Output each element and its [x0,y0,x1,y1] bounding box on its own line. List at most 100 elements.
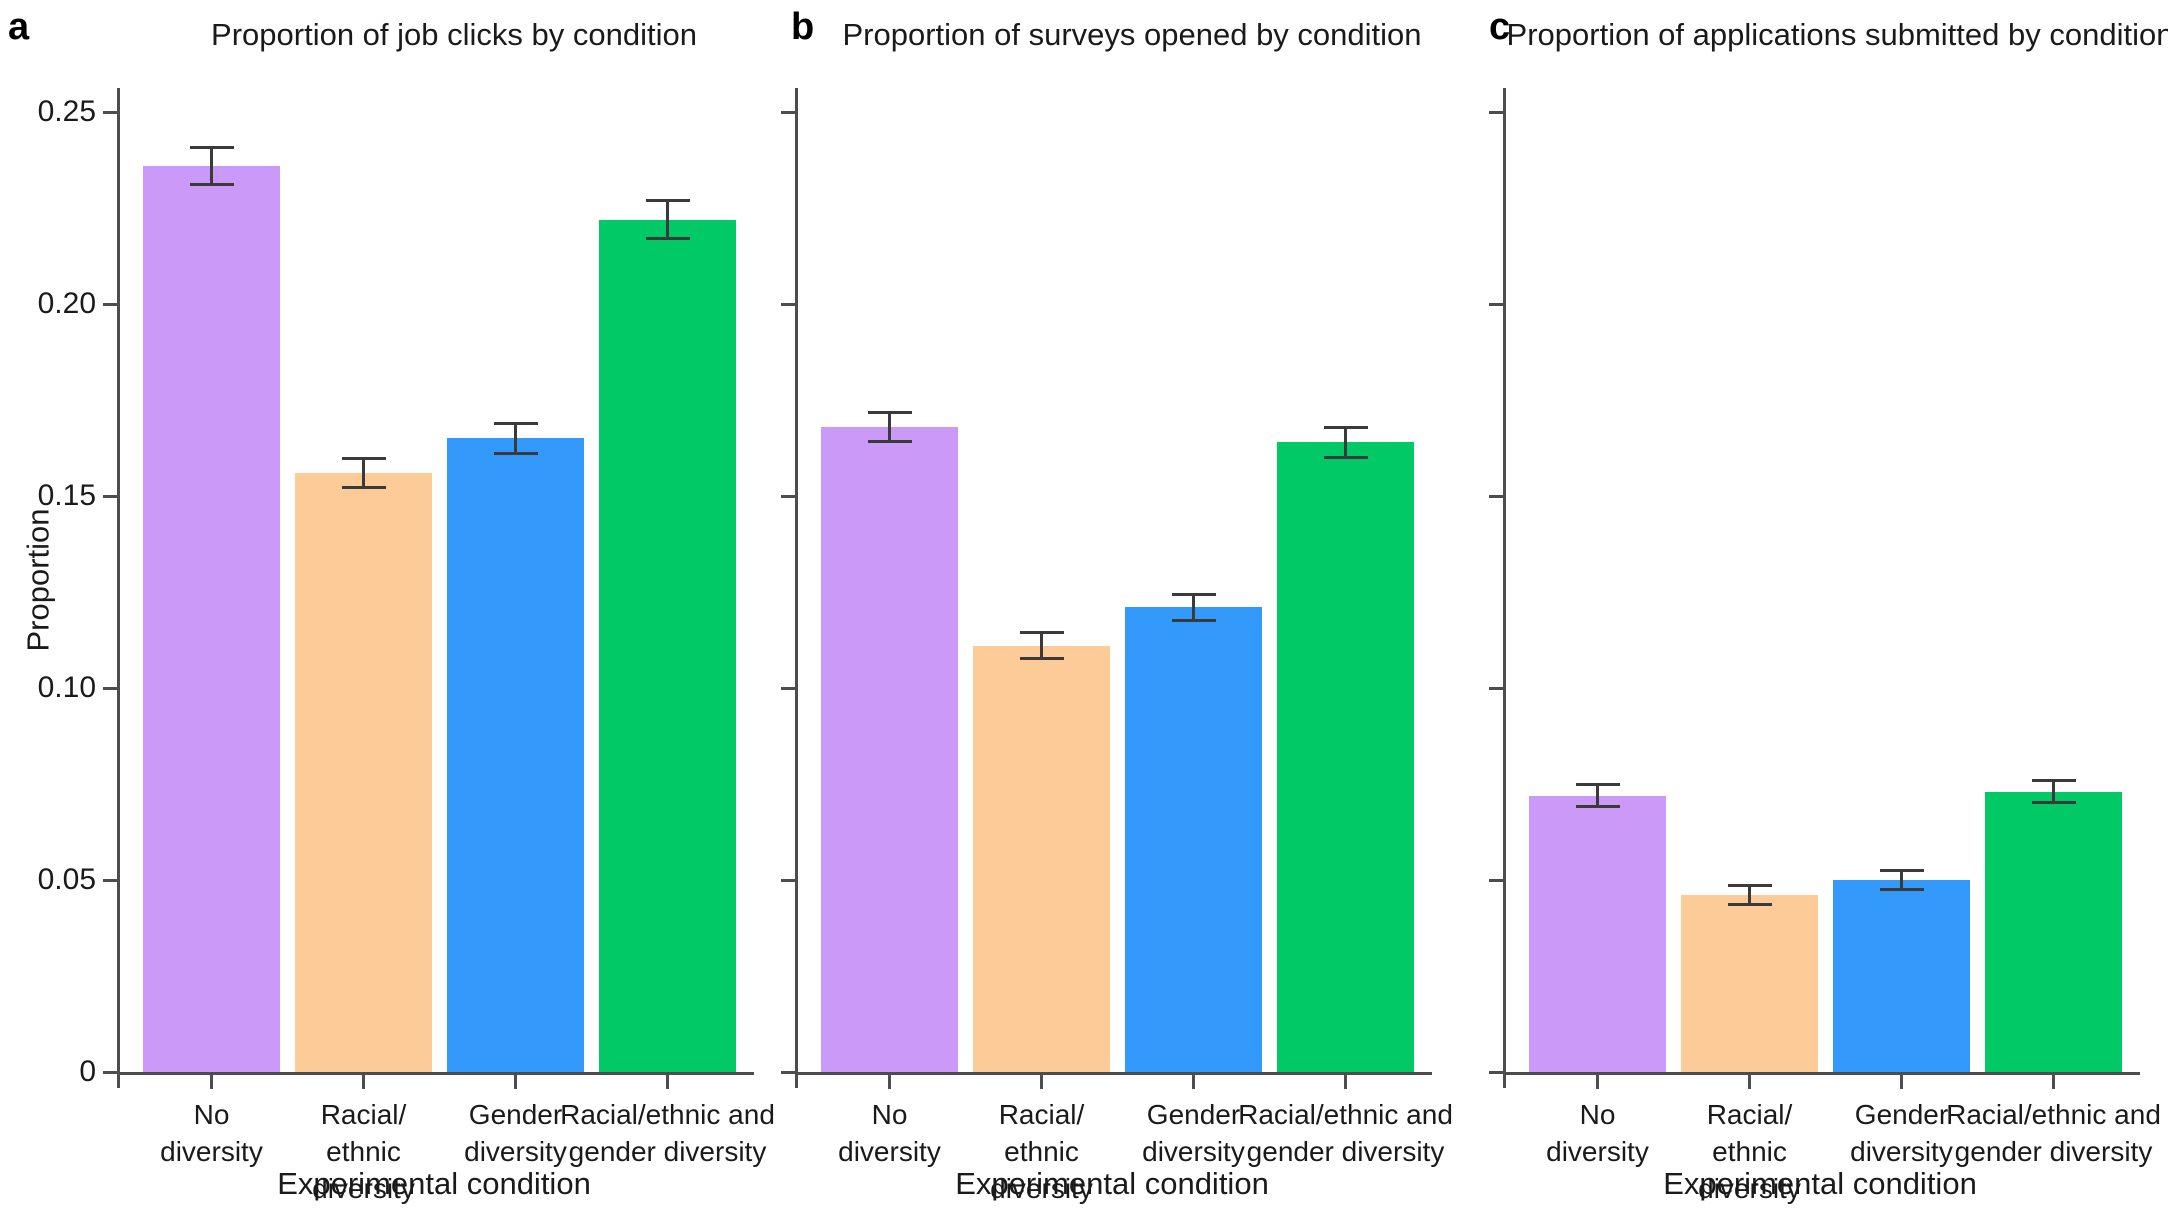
y-tick [1489,879,1503,882]
x-tick-label-line: gender diversity [1246,1136,1445,1167]
x-tick-label-line: diversity [1546,1136,1649,1167]
x-axis-title: Experimental condition [277,1166,591,1201]
x-axis-title: Experimental condition [955,1166,1269,1201]
x-axis-title: Experimental condition [1663,1166,1977,1201]
x-tick-label-line: diversity [160,1136,263,1167]
error-bar-cap [1171,592,1216,596]
error-bar-cap [341,456,386,460]
x-tick-label-line: diversity [312,1173,415,1204]
x-tick-label: Racial/ethnic and gender diversity [1919,1096,2168,1170]
error-bar-cap [645,236,690,240]
bar [1529,795,1666,1072]
bar [973,645,1110,1072]
panel-letter: b [791,6,815,48]
y-axis-title: Proportion [20,508,56,652]
x-tick [362,1075,365,1089]
error-bar [2052,780,2055,804]
error-bar-cap [1727,884,1772,888]
x-tick-label: Racial/ethnic and gender diversity [1211,1096,1481,1170]
error-bar [1596,784,1599,808]
x-tick-label-line: No [871,1099,908,1130]
x-tick-label-line: ethnic [1004,1136,1079,1167]
error-bar-cap [1879,887,1924,891]
x-tick-label-line: Racial/ [320,1099,407,1130]
x-tick [1748,1075,1751,1089]
x-tick [210,1075,213,1089]
bar [599,219,736,1072]
y-tick-label: 0.20 [37,287,96,320]
x-tick-label: Racial/ethnic diversity [1615,1096,1885,1207]
x-tick-label-line: Racial/ethnic and [560,1099,775,1130]
error-bar-cap [341,486,386,490]
error-bar-cap [1323,455,1368,459]
x-tick-label: Gender diversity [381,1096,651,1170]
x-tick-label-line: diversity [838,1136,941,1167]
y-tick-label: 0.10 [37,671,96,704]
error-bar-cap [1019,631,1064,635]
x-tick-label-line: diversity [464,1136,567,1167]
error-bar [1040,632,1043,660]
error-bar [1344,426,1347,458]
x-tick-label-line: Gender [1146,1099,1241,1130]
x-axis-line [117,1072,754,1075]
y-tick [103,1071,117,1074]
x-tick [1344,1075,1347,1089]
y-tick [781,1071,795,1074]
bar [1681,895,1818,1072]
error-bar [1748,885,1751,906]
error-bar-cap [189,182,234,186]
error-bar [514,423,517,454]
error-bar [666,200,669,239]
error-bar [362,457,365,489]
y-tick [781,687,795,690]
error-bar [1900,870,1903,890]
error-bar-cap [1019,657,1064,661]
panel-title: Proportion of job clicks by condition [211,17,697,52]
error-bar-cap [189,145,234,149]
x-tick [888,1075,891,1089]
error-bar-cap [1171,618,1216,622]
bar [295,472,432,1072]
y-tick [103,111,117,114]
x-tick-label-line: Gender [468,1099,563,1130]
x-tick-label: Gender diversity [1767,1096,2037,1170]
y-tick [1489,687,1503,690]
x-tick-label: Racial/ethnic diversity [907,1096,1177,1207]
y-tick [1489,111,1503,114]
x-tick-label-line: gender diversity [1954,1136,2153,1167]
x-tick [1192,1075,1195,1089]
error-bar-cap [867,440,912,444]
x-tick-label-line: No [1579,1099,1616,1130]
x-tick-label-line: gender diversity [568,1136,767,1167]
x-tick-label-line: diversity [1698,1173,1801,1204]
y-tick [1489,495,1503,498]
error-bar-cap [2031,801,2076,805]
error-bar-cap [1727,903,1772,907]
x-tick-label: No diversity [755,1096,1025,1170]
x-tick [1596,1075,1599,1089]
y-tick [103,303,117,306]
error-bar-cap [867,410,912,414]
x-tick-label-line: diversity [1142,1136,1245,1167]
error-bar-cap [1879,869,1924,873]
error-bar [1192,593,1195,621]
y-tick-label: 0.15 [37,479,96,512]
x-tick-label: No diversity [77,1096,347,1170]
x-tick [1040,1075,1043,1089]
y-tick [781,879,795,882]
x-tick [666,1075,669,1089]
error-bar-cap [1575,805,1620,809]
x-tick-label-line: ethnic [1712,1136,1787,1167]
bar [1277,442,1414,1072]
bar [821,426,958,1072]
error-bar [888,411,891,443]
x-tick-label: Racial/ethnic and gender diversity [533,1096,803,1170]
x-tick-label-line: Gender [1854,1099,1949,1130]
x-tick [1900,1075,1903,1089]
panel-title: Proportion of applications submitted by … [1506,17,2168,52]
x-tick-label-line: Racial/ethnic and [1946,1099,2161,1130]
panel-letter: a [8,6,30,48]
x-axis-line [795,1072,1432,1075]
x-tick [514,1075,517,1089]
